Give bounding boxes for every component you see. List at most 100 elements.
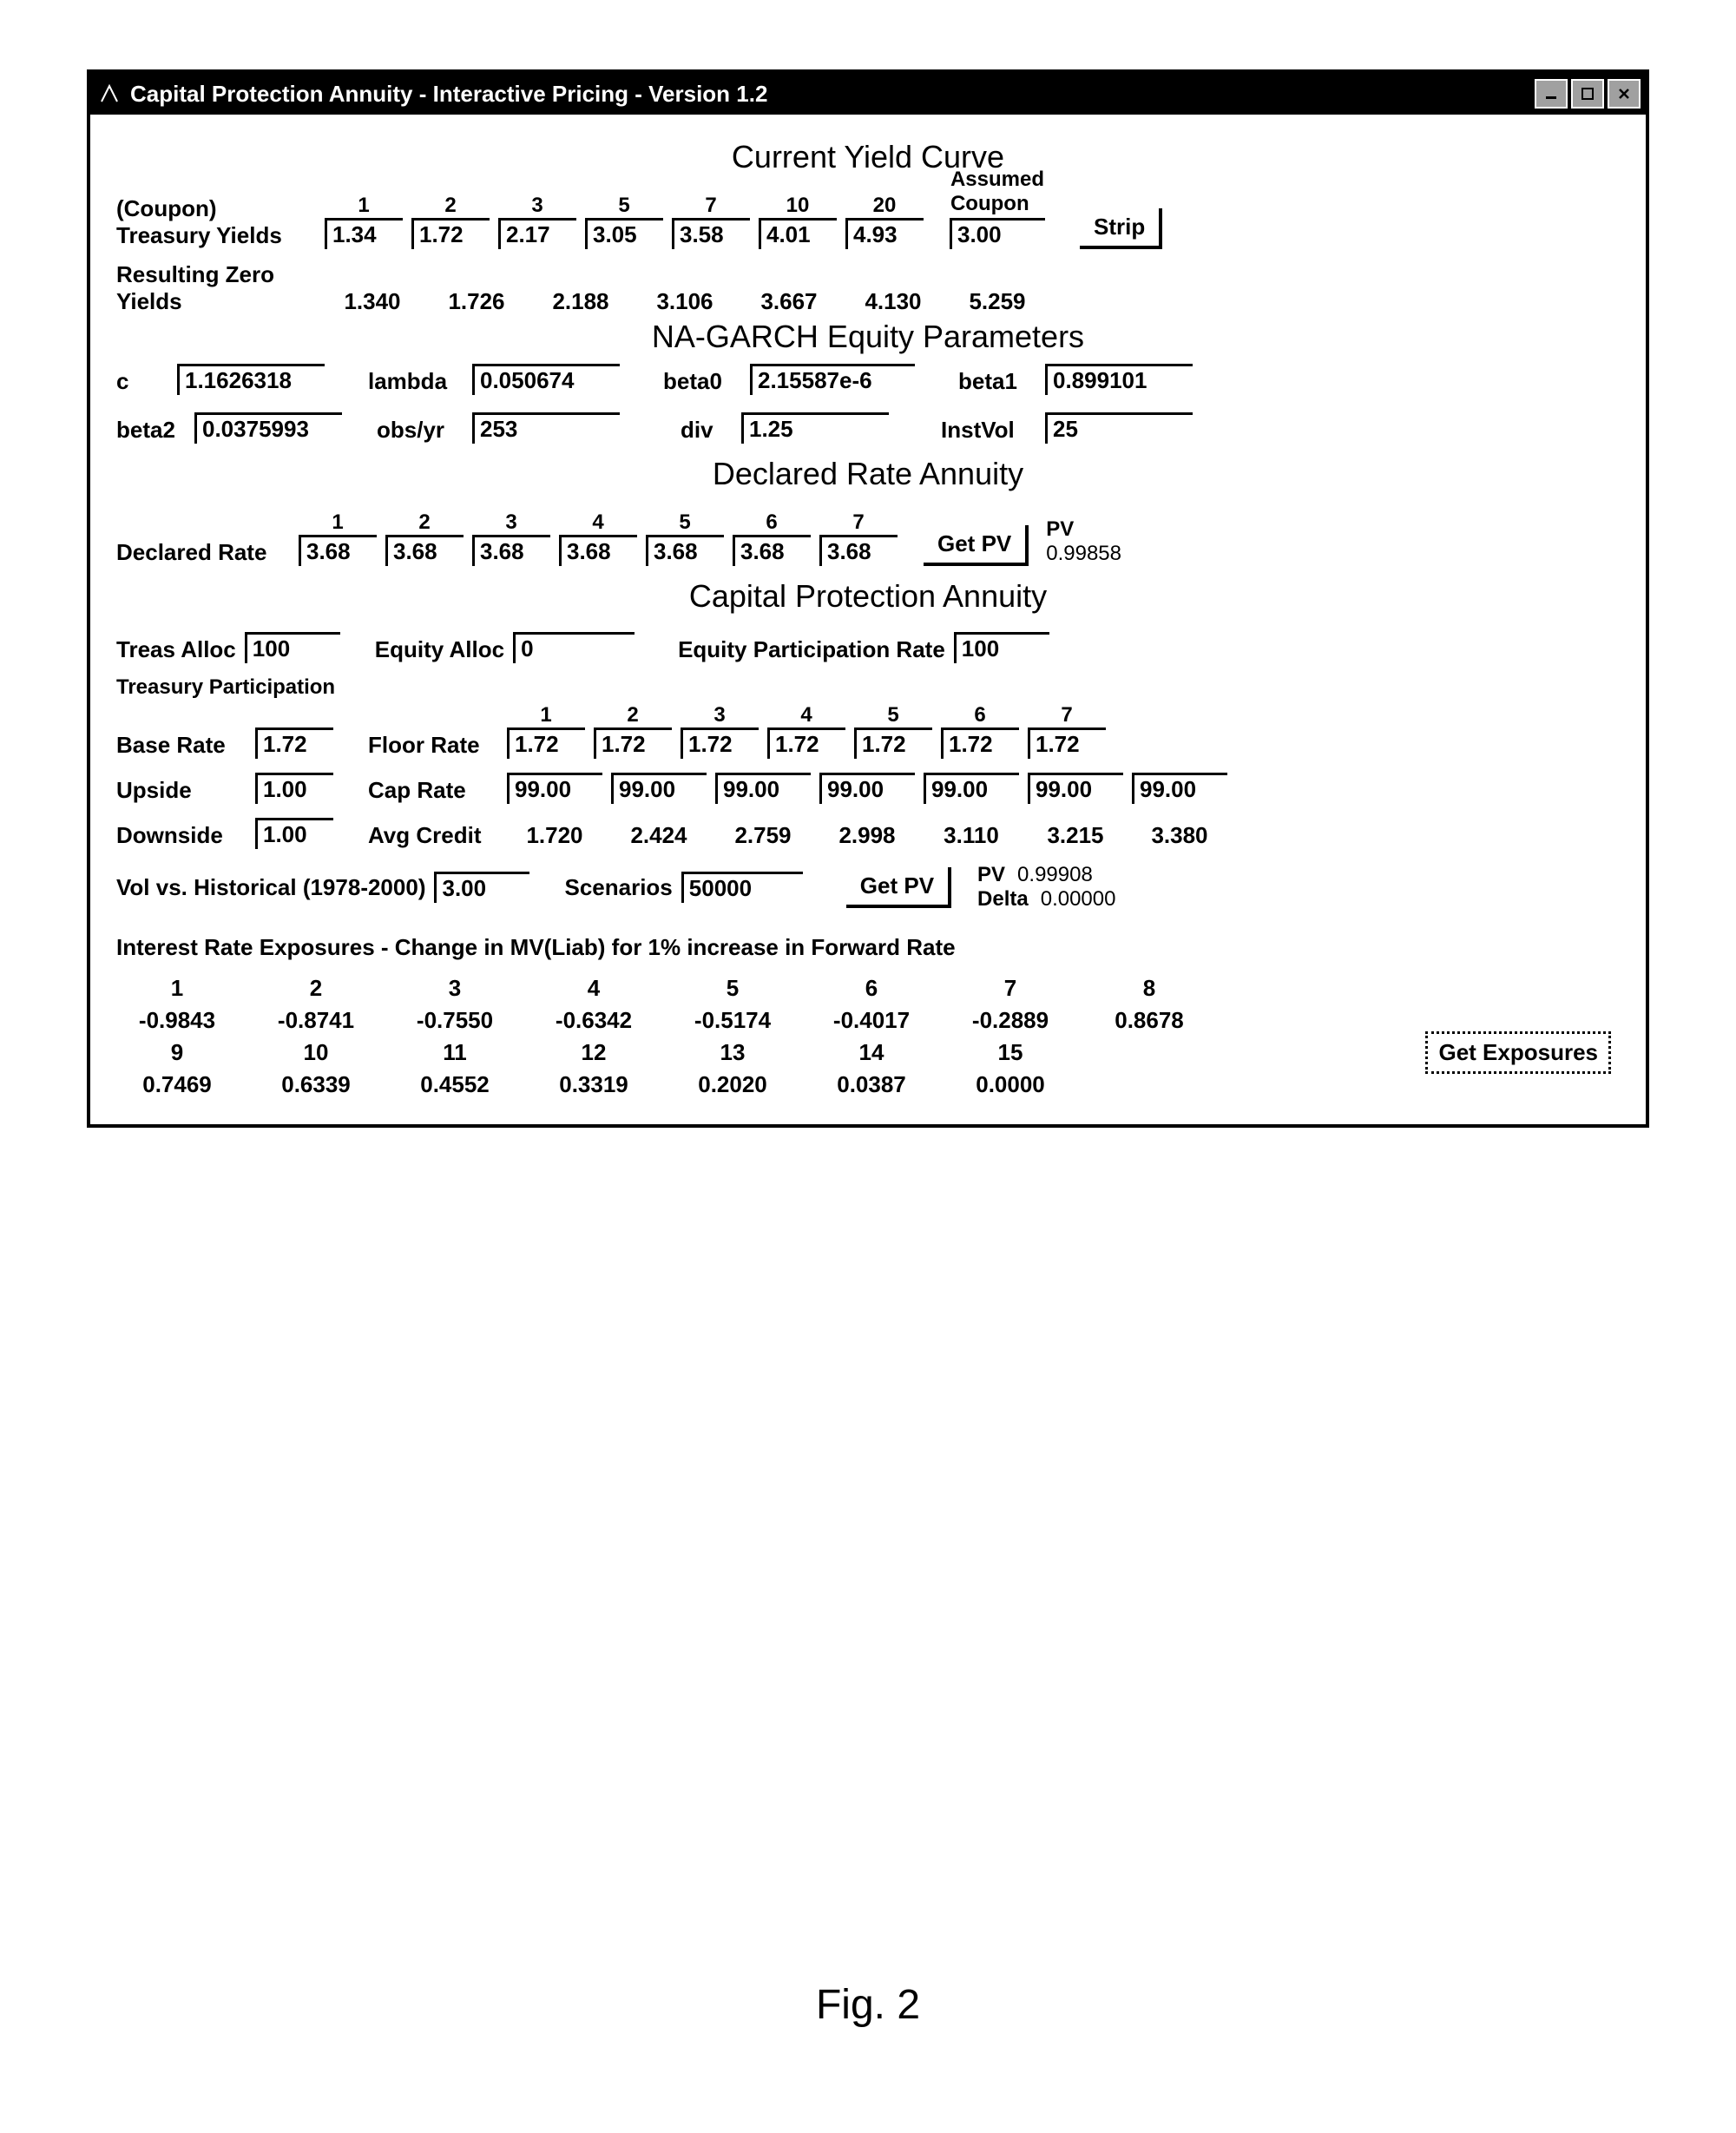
div-input[interactable] <box>741 412 889 444</box>
cpa-delta-value: 0.00000 <box>1041 887 1116 912</box>
base-rate-input[interactable] <box>255 727 333 759</box>
downside-label: Downside <box>116 822 247 849</box>
dr-rate-2[interactable] <box>385 535 464 566</box>
dr-rate-4[interactable] <box>559 535 637 566</box>
floor-rate-6[interactable] <box>941 727 1019 759</box>
exp-hdr-1: 1 <box>116 975 238 1002</box>
yc-year-3: 3 <box>531 194 542 216</box>
vol-historical-label: Vol vs. Historical (1978-2000) <box>116 874 425 901</box>
treas-alloc-input[interactable] <box>245 632 340 663</box>
floor-rate-3[interactable] <box>681 727 759 759</box>
cpa-year-5: 5 <box>887 703 898 726</box>
dr-year-1: 1 <box>332 510 343 533</box>
assumed-coupon-input[interactable] <box>950 218 1045 249</box>
figure-caption: Fig. 2 <box>0 1981 1736 2029</box>
yc-yield-10[interactable] <box>759 218 837 249</box>
floor-rate-5[interactable] <box>854 727 932 759</box>
dr-year-3: 3 <box>505 510 516 533</box>
yc-year-5: 5 <box>618 194 629 216</box>
dr-year-4: 4 <box>592 510 603 533</box>
maximize-button[interactable] <box>1571 79 1604 109</box>
beta0-input[interactable] <box>750 364 915 395</box>
exp-hdr-14: 14 <box>811 1039 932 1066</box>
cpa-get-pv-button[interactable]: Get PV <box>846 867 951 908</box>
yc-yield-3[interactable] <box>498 218 576 249</box>
declared-get-pv-button[interactable]: Get PV <box>924 525 1029 566</box>
dr-year-2: 2 <box>418 510 430 533</box>
minimize-button[interactable] <box>1535 79 1568 109</box>
downside-input[interactable] <box>255 818 333 849</box>
lambda-label: lambda <box>368 368 464 395</box>
cap-rate-7[interactable] <box>1132 773 1227 804</box>
coupon-label: Coupon <box>950 192 1044 216</box>
vol-historical-input[interactable] <box>434 872 529 903</box>
cap-rate-4[interactable] <box>819 773 915 804</box>
cap-rate-1[interactable] <box>507 773 602 804</box>
avg-credit-label: Avg Credit <box>368 822 498 849</box>
cpa-pv-label: PV <box>977 863 1005 887</box>
dr-year-7: 7 <box>852 510 864 533</box>
treasury-participation-label: Treasury Participation <box>116 675 1620 700</box>
obsyr-input[interactable] <box>472 412 620 444</box>
epr-input[interactable] <box>954 632 1049 663</box>
upside-input[interactable] <box>255 773 333 804</box>
exp-hdr-11: 11 <box>394 1039 516 1066</box>
exp-val-14: 0.0387 <box>811 1071 932 1098</box>
dr-rate-5[interactable] <box>646 535 724 566</box>
beta2-input[interactable] <box>194 412 342 444</box>
dr-rate-1[interactable] <box>299 535 377 566</box>
yc-yield-1[interactable] <box>325 218 403 249</box>
yc-year-2: 2 <box>444 194 456 216</box>
exp-hdr-12: 12 <box>533 1039 654 1066</box>
exp-val-6: -0.4017 <box>811 1007 932 1034</box>
resulting-zero-yields-label: Resulting Zero Yields <box>116 261 316 315</box>
zero-yield-20: 5.259 <box>950 288 1045 315</box>
cap-rate-3[interactable] <box>715 773 811 804</box>
lambda-input[interactable] <box>472 364 620 395</box>
instvol-input[interactable] <box>1045 412 1193 444</box>
exp-hdr-6: 6 <box>811 975 932 1002</box>
strip-button[interactable]: Strip <box>1080 208 1162 249</box>
cpa-year-4: 4 <box>800 703 812 726</box>
floor-rate-4[interactable] <box>767 727 845 759</box>
close-button[interactable] <box>1608 79 1641 109</box>
cpa-year-6: 6 <box>974 703 985 726</box>
coupon-treasury-yields-label: (Coupon) Treasury Yields <box>116 195 316 249</box>
avg-credit-6: 3.215 <box>1028 822 1123 849</box>
floor-rate-7[interactable] <box>1028 727 1106 759</box>
c-input[interactable] <box>177 364 325 395</box>
cap-rate-label: Cap Rate <box>368 777 498 804</box>
exp-hdr-10: 10 <box>255 1039 377 1066</box>
exp-hdr-5: 5 <box>672 975 793 1002</box>
cap-rate-6[interactable] <box>1028 773 1123 804</box>
floor-rate-1[interactable] <box>507 727 585 759</box>
exp-val-9: 0.7469 <box>116 1071 238 1098</box>
floor-rate-2[interactable] <box>594 727 672 759</box>
obsyr-label: obs/yr <box>377 417 464 444</box>
declared-rate-title: Declared Rate Annuity <box>116 456 1620 492</box>
yc-yield-5[interactable] <box>585 218 663 249</box>
avg-credit-5: 3.110 <box>924 822 1019 849</box>
equity-alloc-input[interactable] <box>513 632 635 663</box>
zero-yield-7: 3.667 <box>741 288 837 315</box>
beta1-input[interactable] <box>1045 364 1193 395</box>
exp-val-15: 0.0000 <box>950 1071 1071 1098</box>
exp-val-1: -0.9843 <box>116 1007 238 1034</box>
instvol-label: InstVol <box>941 417 1036 444</box>
yc-yield-20[interactable] <box>845 218 924 249</box>
dr-rate-6[interactable] <box>733 535 811 566</box>
yc-yield-7[interactable] <box>672 218 750 249</box>
cap-rate-2[interactable] <box>611 773 707 804</box>
assumed-label: Assumed <box>950 168 1044 192</box>
titlebar: Capital Protection Annuity - Interactive… <box>90 73 1646 115</box>
dr-rate-3[interactable] <box>472 535 550 566</box>
zero-yield-10: 4.130 <box>845 288 941 315</box>
cap-rate-5[interactable] <box>924 773 1019 804</box>
scenarios-input[interactable] <box>681 872 803 903</box>
exp-val-12: 0.3319 <box>533 1071 654 1098</box>
get-exposures-button[interactable]: Get Exposures <box>1425 1031 1611 1074</box>
dr-rate-7[interactable] <box>819 535 898 566</box>
yc-yield-2[interactable] <box>411 218 490 249</box>
cpa-year-3: 3 <box>713 703 725 726</box>
exp-hdr-13: 13 <box>672 1039 793 1066</box>
